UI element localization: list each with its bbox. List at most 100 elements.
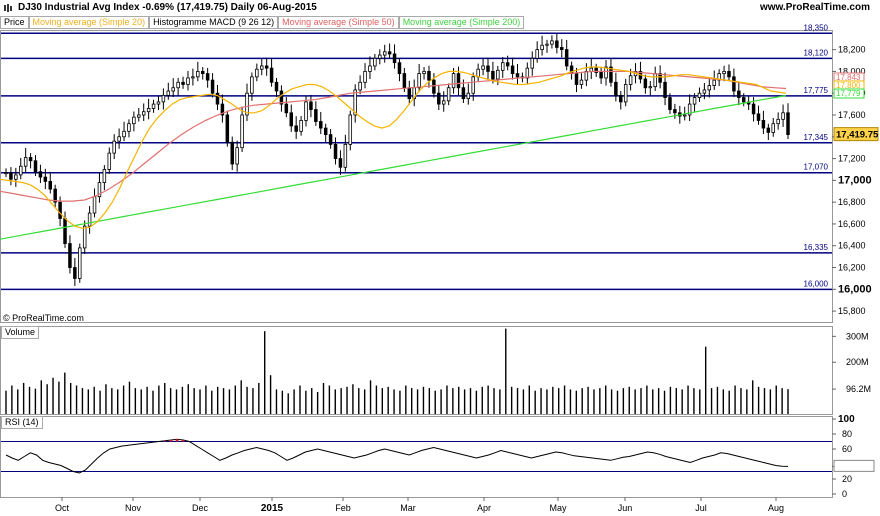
price-tick-label: 16,000 xyxy=(838,283,872,295)
legend-ma20[interactable]: Moving average (Simple 20) xyxy=(28,16,150,29)
candle-body xyxy=(737,90,741,98)
candle-body xyxy=(378,54,382,59)
candle-body xyxy=(692,97,697,105)
candle-body xyxy=(353,89,357,116)
candle-body xyxy=(673,109,677,114)
price-tick-label: 18,200 xyxy=(838,45,866,55)
level-label: 17,070 xyxy=(804,163,829,172)
candle-body xyxy=(19,165,23,176)
candle-body xyxy=(663,81,667,98)
candle-body xyxy=(727,71,731,78)
candle-body xyxy=(382,51,387,56)
candle-body xyxy=(530,57,534,69)
rsi-tick-label: 0 xyxy=(842,489,847,499)
candle-body xyxy=(407,87,412,100)
price-tick-label: 17,000 xyxy=(838,174,872,186)
price-tick-label: 18,000 xyxy=(838,66,866,76)
candle-body xyxy=(181,81,185,85)
candle-body xyxy=(260,65,264,70)
price-pane-frame xyxy=(0,30,833,323)
candle-body xyxy=(196,71,200,78)
brand-link[interactable]: www.ProRealTime.com xyxy=(759,2,870,13)
candle-body xyxy=(500,62,505,71)
candle-body xyxy=(422,71,426,74)
candle-body xyxy=(230,141,234,165)
candle-body xyxy=(437,92,441,105)
level-label: 18,350 xyxy=(804,23,829,32)
candle-body xyxy=(358,81,362,91)
candle-body xyxy=(38,171,43,178)
candle-body xyxy=(604,66,608,79)
level-label: 16,000 xyxy=(804,279,829,288)
candle-body xyxy=(28,157,33,162)
candle-body xyxy=(781,112,785,120)
candle-body xyxy=(338,158,343,168)
candle-body xyxy=(117,136,121,142)
volume-pane-frame xyxy=(0,326,833,415)
candle-body xyxy=(751,103,756,115)
candle-body xyxy=(397,62,402,74)
candle-body xyxy=(599,72,603,79)
price-tick-label: 16,800 xyxy=(838,197,866,207)
candle-body xyxy=(156,101,161,105)
candle-body xyxy=(461,87,466,100)
rsi-tick-label: 80 xyxy=(842,429,852,439)
candle-body xyxy=(58,201,62,219)
chart-title: DJ30 Industrial Avg Index -0.69% (17,419… xyxy=(18,2,317,13)
rsi-pane-label[interactable]: RSI (14) xyxy=(1,416,43,429)
level-label: 17,775 xyxy=(804,86,829,95)
last-price-box xyxy=(833,127,879,142)
candle-body xyxy=(309,101,313,110)
candle-body xyxy=(702,89,707,94)
legend-ma200[interactable]: Moving average (Simple 200) xyxy=(398,16,525,29)
candle-body xyxy=(161,94,166,103)
candle-body xyxy=(240,114,244,149)
price-tick-label: 16,600 xyxy=(838,219,866,229)
candle-body xyxy=(579,79,584,85)
candle-body xyxy=(48,181,53,190)
level-label: 16,335 xyxy=(804,243,829,252)
candle-body xyxy=(628,75,633,85)
candle-body xyxy=(446,87,451,102)
candle-body xyxy=(328,134,333,145)
candle-body xyxy=(14,174,18,180)
candle-body xyxy=(264,65,269,69)
candle-body xyxy=(756,113,761,121)
candle-body xyxy=(653,73,657,88)
candle-body xyxy=(146,108,151,113)
volume-tick-label: 96.2M xyxy=(846,384,871,394)
candle-body xyxy=(191,76,195,79)
legend-macd[interactable]: Histogramme MACD (9 26 12) xyxy=(149,16,279,29)
time-label: Jun xyxy=(618,503,633,513)
candle-body xyxy=(137,114,141,118)
candle-body xyxy=(451,73,456,89)
legend-ma50[interactable]: Moving average (Simple 50) xyxy=(278,16,399,29)
candle-body xyxy=(304,101,308,121)
rsi-value-box xyxy=(833,459,875,472)
volume-pane-label[interactable]: Volume xyxy=(1,326,40,339)
candle-body xyxy=(112,140,116,154)
candle-body xyxy=(151,103,156,109)
candle-body xyxy=(741,97,746,103)
candle-body xyxy=(132,116,136,125)
candle-body xyxy=(33,160,38,173)
time-label: Nov xyxy=(125,503,142,513)
candle-body xyxy=(535,49,539,59)
candle-body xyxy=(343,144,348,168)
candle-body xyxy=(623,84,628,103)
legend-price[interactable]: Price xyxy=(0,16,29,29)
candle-body xyxy=(771,123,775,133)
ma-value-label: 17,800 xyxy=(836,81,861,90)
candle-body xyxy=(284,103,289,114)
title-bar: DJ30 Industrial Avg Index -0.69% (17,419… xyxy=(0,0,880,16)
candle-body xyxy=(82,225,87,249)
chart-type-icon xyxy=(4,4,12,12)
candle-body xyxy=(333,144,338,159)
candle-body xyxy=(486,65,490,72)
candle-body xyxy=(63,218,67,244)
candle-body xyxy=(417,73,421,89)
candle-body xyxy=(368,65,372,72)
candle-body xyxy=(761,120,766,129)
candle-body xyxy=(220,103,225,116)
